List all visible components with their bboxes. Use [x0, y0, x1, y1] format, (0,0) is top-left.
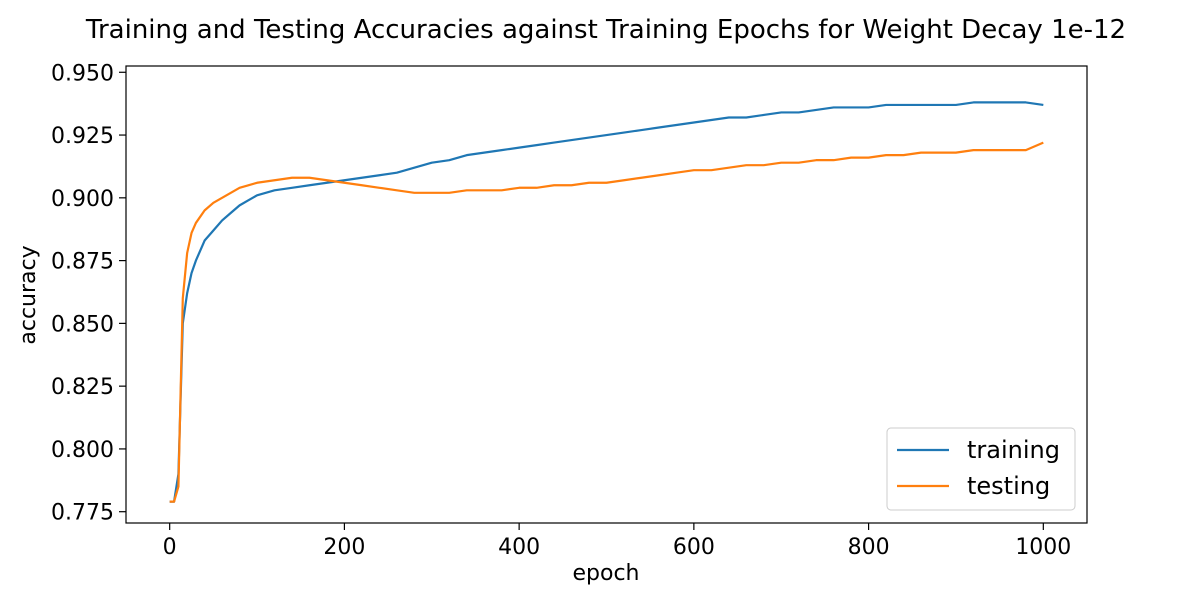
legend: training testing	[886, 427, 1076, 511]
x-tick-label: 200	[323, 535, 365, 560]
y-tick-label: 0.850	[51, 312, 114, 337]
legend-label-training: training	[967, 436, 1060, 464]
x-tick-label: 600	[673, 535, 715, 560]
y-axis-label: accuracy	[16, 245, 41, 344]
x-tick-label: 0	[163, 535, 177, 560]
axes: 0 200 400 600 800 1000 0.775 0.800 0.825 0.850 0.8…	[51, 61, 1088, 560]
plot-area	[169, 101, 1044, 503]
y-tick-label: 0.775	[51, 501, 114, 526]
x-axis-label: epoch	[573, 561, 640, 586]
y-tick-label: 0.875	[51, 250, 114, 275]
axes-frame	[125, 65, 1088, 524]
chart-title: Training and Testing Accuracies against …	[85, 15, 1126, 45]
y-tick-label: 0.925	[51, 124, 114, 149]
x-tick-label: 1000	[1015, 535, 1071, 560]
y-tick-label: 0.800	[51, 438, 114, 463]
x-tick-label: 800	[848, 535, 890, 560]
x-tick-label: 400	[498, 535, 540, 560]
y-tick-label: 0.900	[51, 187, 114, 212]
y-tick-label: 0.950	[51, 61, 114, 86]
legend-box	[886, 427, 1076, 511]
y-tick-label: 0.825	[51, 375, 114, 400]
legend-label-testing: testing	[967, 472, 1050, 500]
series-line-testing	[169, 141, 1044, 503]
series-line-training	[169, 101, 1044, 503]
